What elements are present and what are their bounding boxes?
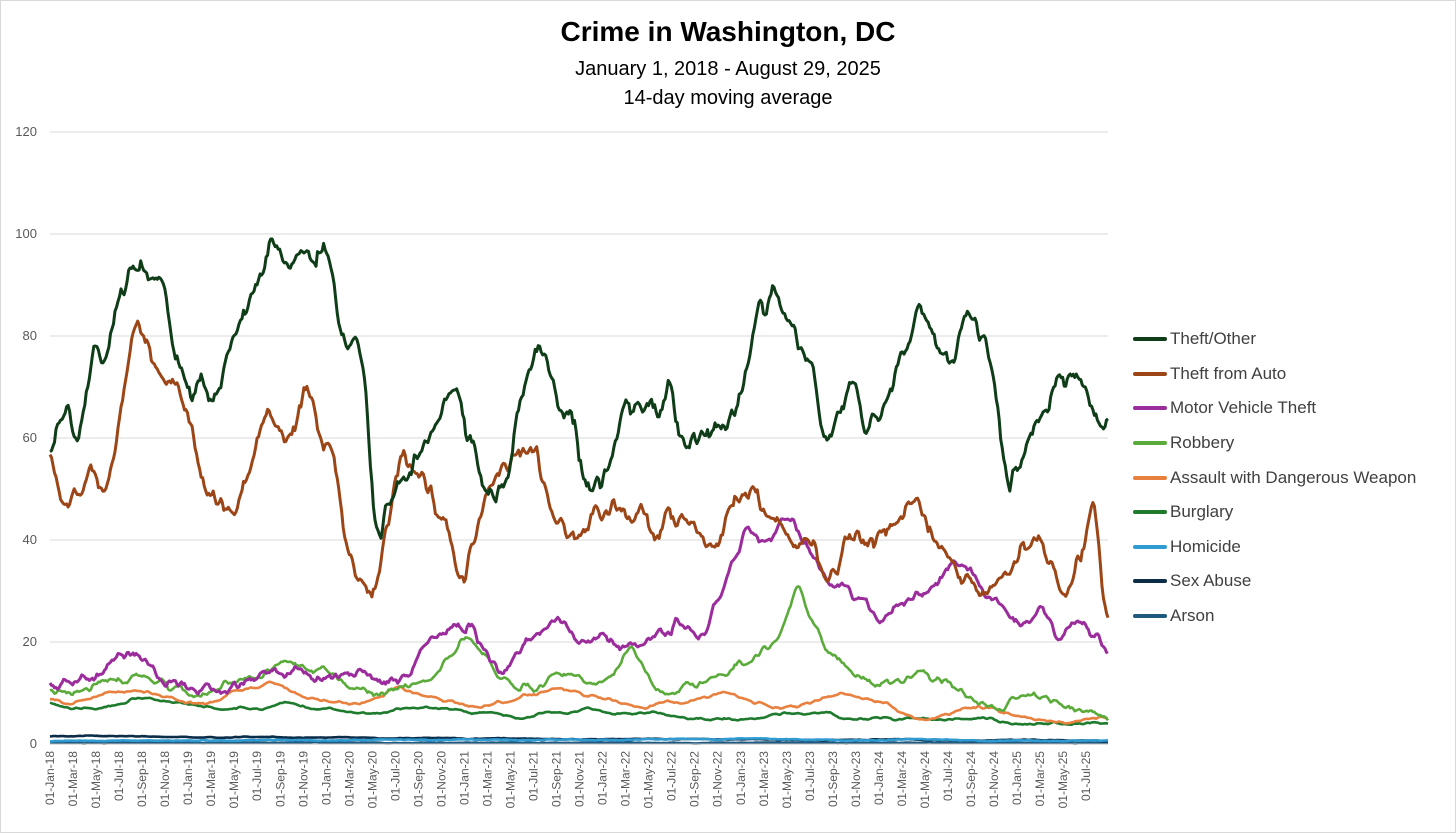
legend-item: Homicide	[1133, 530, 1453, 565]
x-tick-label: 01-Jul-22	[665, 751, 679, 801]
x-tick-label: 01-Nov-23	[849, 751, 863, 807]
legend-label: Motor Vehicle Theft	[1170, 398, 1317, 418]
legend-label: Burglary	[1170, 502, 1234, 522]
x-tick-label: 01-Nov-24	[987, 751, 1001, 807]
x-tick-label: 01-Jul-18	[112, 751, 126, 801]
legend-item: Theft from Auto	[1133, 357, 1453, 392]
legend-label: Theft/Other	[1170, 329, 1256, 349]
x-tick-label: 01-Jul-19	[250, 751, 264, 801]
y-tick-label: 100	[15, 226, 37, 241]
series-line-motor-vehicle-theft	[48, 517, 1109, 696]
x-tick-label: 01-Nov-21	[573, 751, 587, 807]
legend-label: Robbery	[1170, 433, 1235, 453]
series-line-assault-with-dangerous-weapon	[49, 680, 1109, 725]
x-tick-label: 01-Sep-18	[135, 751, 149, 807]
x-tick-label: 01-Jul-23	[803, 751, 817, 801]
x-tick-label: 01-Sep-24	[964, 751, 978, 807]
legend-item: Burglary	[1133, 495, 1453, 530]
legend-swatch	[1133, 337, 1167, 342]
legend-swatch	[1133, 544, 1167, 549]
x-tick-label: 01-Jan-23	[734, 751, 748, 805]
x-tick-label: 01-Mar-23	[757, 751, 771, 807]
x-tick-label: 01-Mar-18	[66, 751, 80, 807]
x-tick-label: 01-Mar-25	[1033, 751, 1047, 807]
y-tick-label: 40	[23, 532, 37, 547]
x-tick-label: 01-Jan-21	[457, 751, 471, 805]
series-line-robbery	[49, 584, 1110, 722]
x-tick-label: 01-Jan-25	[1010, 751, 1024, 805]
legend-item: Robbery	[1133, 426, 1453, 461]
legend-swatch	[1133, 441, 1167, 446]
x-tick-label: 01-Jan-24	[872, 751, 886, 805]
x-tick-label: 01-Sep-21	[550, 751, 564, 807]
chart-subtitle: January 1, 2018 - August 29, 2025	[575, 58, 881, 80]
chart-title: Crime in Washington, DC	[560, 16, 896, 47]
x-tick-label: 01-Nov-22	[711, 751, 725, 807]
series-line-homicide	[50, 736, 1109, 743]
x-tick-label: 01-Sep-22	[688, 751, 702, 807]
x-tick-label: 01-Nov-18	[158, 751, 172, 807]
y-tick-label: 80	[23, 328, 37, 343]
x-tick-label: 01-Mar-21	[480, 751, 494, 807]
x-tick-label: 01-Jan-20	[319, 751, 333, 805]
legend-swatch	[1133, 614, 1167, 619]
x-tick-label: 01-Jan-19	[181, 751, 195, 805]
legend-label: Homicide	[1170, 536, 1241, 556]
series-line-theft-other	[49, 237, 1109, 540]
series-lines	[48, 237, 1110, 745]
chart-subtitle-moving-average: 14-day moving average	[623, 87, 833, 109]
x-tick-label: 01-May-25	[1056, 751, 1070, 809]
y-tick-label: 20	[23, 634, 37, 649]
legend-label: Theft from Auto	[1170, 363, 1287, 383]
x-tick-label: 01-May-18	[89, 751, 103, 809]
legend-swatch	[1133, 371, 1167, 376]
x-tick-label: 01-Jan-22	[596, 751, 610, 805]
x-tick-label: 01-Sep-20	[411, 751, 425, 807]
x-tick-label: 01-Mar-24	[895, 751, 909, 807]
y-tick-label: 120	[15, 124, 37, 139]
y-axis-tick-labels: 0 20 40 60 80 100 120	[15, 124, 37, 751]
x-tick-label: 01-May-24	[918, 751, 932, 809]
legend-swatch	[1133, 579, 1167, 584]
x-tick-label: 01-Mar-19	[204, 751, 218, 807]
legend-item: Arson	[1133, 599, 1453, 634]
series-line-arson	[49, 740, 1108, 745]
legend-item: Motor Vehicle Theft	[1133, 391, 1453, 426]
series-line-theft-from-auto	[48, 319, 1110, 619]
x-tick-label: 01-Jul-25	[1079, 751, 1093, 801]
x-tick-label: 01-Mar-22	[619, 751, 633, 807]
x-tick-label: 01-Jul-21	[527, 751, 541, 801]
x-axis: 01-Jan-18 01-Mar-18 01-May-18 01-Jul-18 01-S…	[43, 743, 1108, 809]
x-tick-label: 01-May-20	[365, 751, 379, 809]
x-tick-label: 01-May-22	[642, 751, 656, 809]
x-tick-label: 01-Jul-20	[388, 751, 402, 801]
legend: Theft/Other Theft from Auto Motor Vehicle …	[1133, 322, 1453, 633]
x-tick-label: 01-May-23	[780, 751, 794, 809]
x-tick-label: 01-Sep-19	[273, 751, 287, 807]
x-tick-label: 01-Nov-19	[296, 751, 310, 807]
legend-swatch	[1133, 475, 1167, 480]
x-tick-label: 01-Jan-18	[43, 751, 57, 805]
legend-label: Sex Abuse	[1170, 571, 1252, 591]
legend-label: Assault with Dangerous Weapon	[1170, 467, 1417, 487]
x-tick-label: 01-Mar-20	[342, 751, 356, 807]
x-tick-label: 01-Nov-20	[434, 751, 448, 807]
legend-swatch	[1133, 406, 1167, 411]
y-tick-label: 60	[23, 430, 37, 445]
legend-item: Assault with Dangerous Weapon	[1133, 460, 1453, 495]
legend-swatch	[1133, 510, 1167, 515]
x-tick-label: 01-May-21	[504, 751, 518, 809]
x-tick-label: 01-Sep-23	[826, 751, 840, 807]
legend-item: Sex Abuse	[1133, 564, 1453, 599]
x-tick-label: 01-Jul-24	[941, 751, 955, 801]
legend-item: Theft/Other	[1133, 322, 1453, 357]
x-tick-label: 01-May-19	[227, 751, 241, 809]
y-tick-label: 0	[30, 736, 37, 751]
legend-label: Arson	[1170, 606, 1215, 626]
